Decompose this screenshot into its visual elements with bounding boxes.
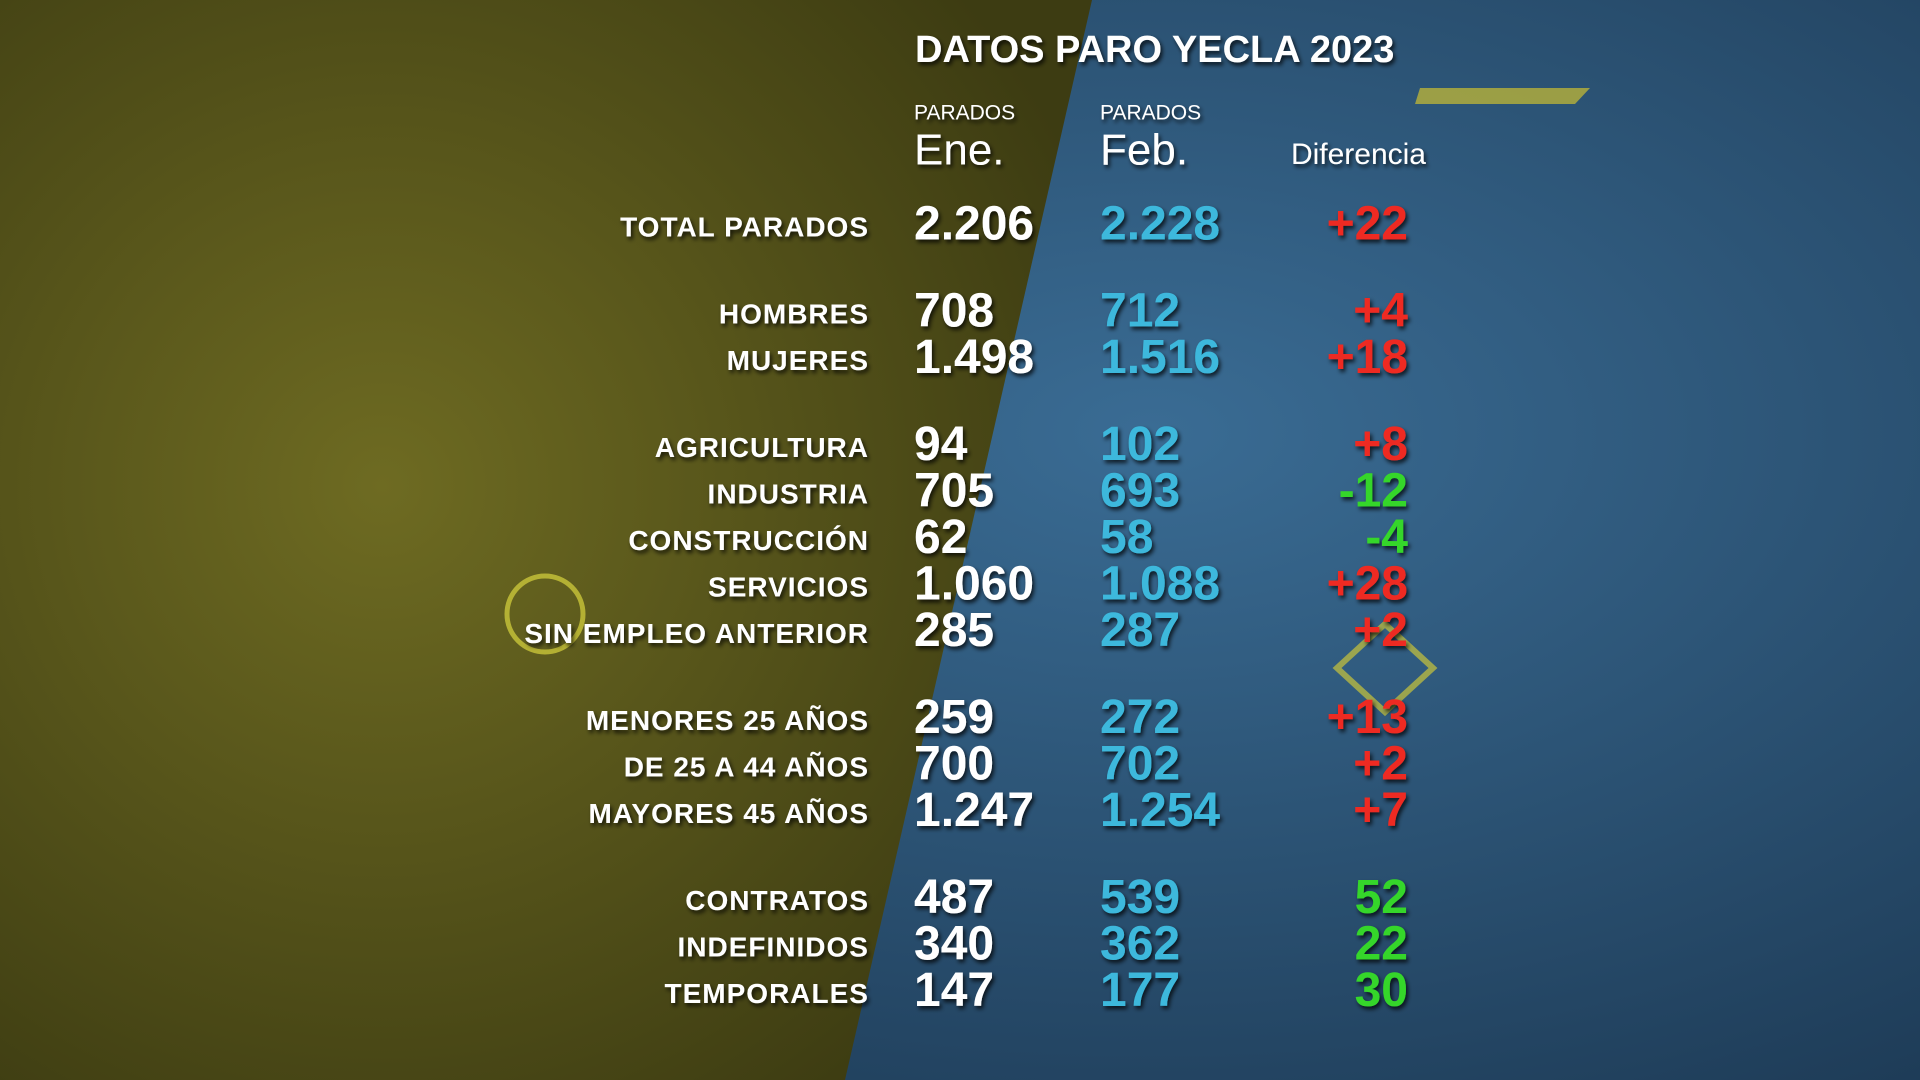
value-ene: 147	[914, 964, 994, 1017]
value-feb: 712	[1100, 285, 1180, 338]
value-feb: 177	[1100, 964, 1180, 1017]
column-caption: PARADOS	[914, 102, 1015, 125]
value-feb: 1.516	[1100, 331, 1220, 384]
value-diff: +18	[1327, 331, 1408, 384]
value-feb: 58	[1100, 511, 1153, 564]
row-label: SERVICIOS	[708, 571, 869, 602]
column-header: Diferencia	[1291, 138, 1426, 171]
value-diff: +8	[1353, 418, 1408, 471]
value-ene: 1.498	[914, 331, 1034, 384]
value-diff: 22	[1355, 918, 1408, 971]
value-feb: 1.254	[1100, 784, 1220, 837]
value-diff: +28	[1327, 558, 1408, 611]
value-ene: 285	[914, 604, 994, 657]
value-ene: 705	[914, 465, 994, 518]
value-feb: 693	[1100, 465, 1180, 518]
value-diff: 52	[1355, 871, 1408, 924]
value-ene: 2.206	[914, 198, 1034, 251]
value-diff: -12	[1339, 465, 1408, 518]
value-diff: 30	[1355, 964, 1408, 1017]
row-label: MUJERES	[727, 345, 869, 376]
value-ene: 94	[914, 418, 968, 471]
value-diff: +2	[1353, 738, 1408, 791]
decor-diamond	[1332, 619, 1438, 717]
value-feb: 272	[1100, 691, 1180, 744]
row-label: TEMPORALES	[665, 978, 869, 1009]
background-yellow	[0, 0, 1092, 1080]
value-ene: 700	[914, 738, 994, 791]
value-ene: 1.060	[914, 558, 1034, 611]
value-ene: 1.247	[914, 784, 1034, 837]
value-feb: 539	[1100, 871, 1180, 924]
value-ene: 340	[914, 918, 994, 971]
value-diff: +2	[1353, 604, 1408, 657]
value-diff: +7	[1353, 784, 1408, 837]
column-header: Ene.	[914, 126, 1005, 175]
row-label: TOTAL PARADOS	[620, 211, 869, 242]
row-label: MENORES 25 AÑOS	[586, 705, 869, 736]
value-diff: -4	[1365, 511, 1408, 564]
value-diff: +13	[1327, 691, 1408, 744]
row-label: DE 25 A 44 AÑOS	[624, 751, 869, 782]
value-ene: 708	[914, 285, 994, 338]
row-label: INDUSTRIA	[708, 478, 869, 509]
title: DATOS PARO YECLA 2023	[915, 29, 1394, 71]
column-header: Feb.	[1100, 126, 1188, 175]
row-label: MAYORES 45 AÑOS	[588, 798, 869, 829]
value-ene: 62	[914, 511, 967, 564]
row-label: SIN EMPLEO ANTERIOR	[524, 618, 869, 649]
decor-stripe	[1415, 88, 1590, 104]
row-label: CONTRATOS	[685, 885, 869, 916]
row-label: HOMBRES	[719, 298, 869, 329]
value-ene: 487	[914, 871, 994, 924]
value-feb: 2.228	[1100, 198, 1220, 251]
value-diff: +22	[1327, 198, 1408, 251]
row-label: INDEFINIDOS	[678, 931, 869, 962]
decor-circle	[504, 573, 586, 655]
value-feb: 102	[1100, 418, 1180, 471]
value-ene: 259	[914, 691, 994, 744]
column-caption: PARADOS	[1100, 102, 1201, 125]
value-feb: 702	[1100, 738, 1180, 791]
row-label: AGRICULTURA	[655, 432, 869, 463]
value-feb: 287	[1100, 604, 1180, 657]
value-feb: 1.088	[1100, 558, 1220, 611]
value-diff: +4	[1353, 285, 1408, 338]
row-label: CONSTRUCCIÓN	[628, 525, 869, 556]
value-feb: 362	[1100, 918, 1180, 971]
